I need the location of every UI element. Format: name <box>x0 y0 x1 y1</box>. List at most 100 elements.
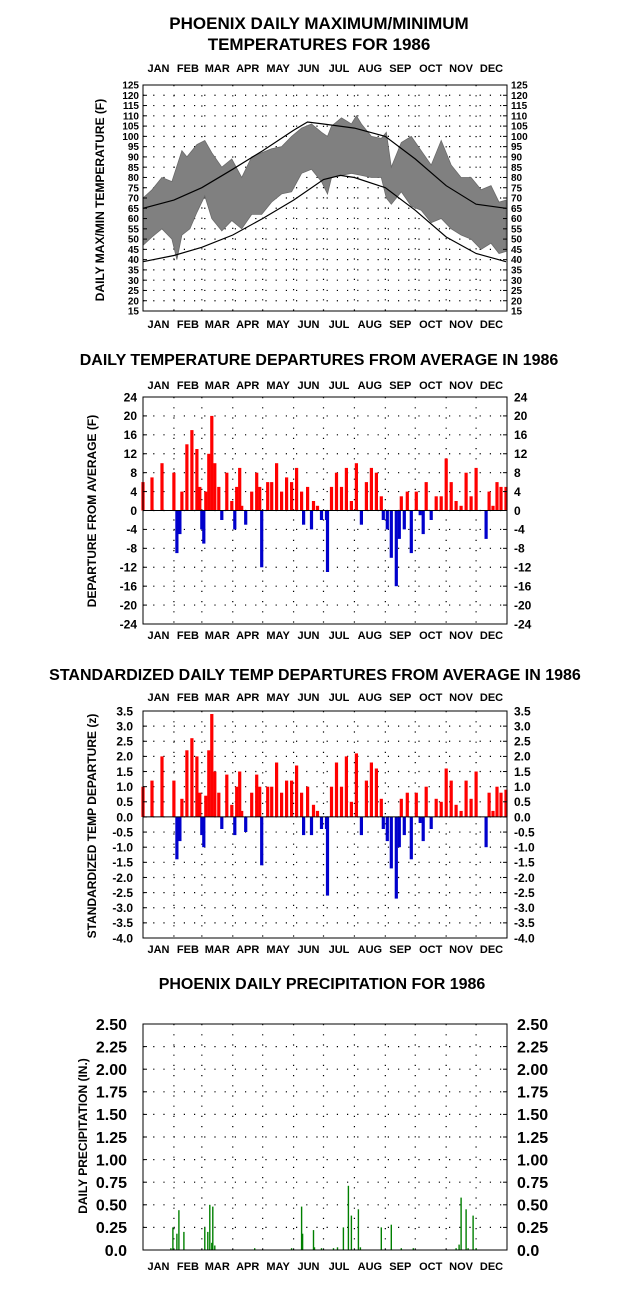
data-bar <box>220 510 224 520</box>
y-tick-label-right: 24 <box>514 390 528 404</box>
data-bar <box>325 816 330 896</box>
data-bar <box>315 505 320 511</box>
y-tick-label-left: -8 <box>126 542 137 556</box>
y-tick-label-right: 50 <box>511 235 523 246</box>
month-label-top: FEB <box>177 63 199 75</box>
data-bar <box>458 1244 460 1250</box>
data-bar <box>275 463 279 511</box>
data-bar <box>280 491 284 511</box>
data-bar <box>380 1227 382 1250</box>
data-bar <box>374 472 378 511</box>
data-bar <box>418 510 422 516</box>
month-label-top: JUL <box>329 692 350 704</box>
plot-frame <box>142 1023 508 1251</box>
data-bar <box>332 1248 335 1250</box>
y-tick-label-right: 125 <box>511 81 528 92</box>
data-bar <box>439 496 443 511</box>
data-bar <box>200 510 204 530</box>
month-label-bottom: OCT <box>419 1261 443 1273</box>
data-bar <box>329 486 334 511</box>
data-bar <box>313 1247 316 1250</box>
y-tick-label-left: 3.5 <box>116 704 133 718</box>
data-bar <box>311 804 316 817</box>
y-tick-label-left: 1.50 <box>96 1107 127 1124</box>
month-label-bottom: DEC <box>480 944 503 956</box>
data-bar <box>379 798 383 817</box>
data-bar <box>210 415 214 511</box>
y-tick-label-right: 35 <box>511 266 523 277</box>
y-tick-label-right: 2.25 <box>517 1039 548 1056</box>
data-bar <box>300 1206 303 1250</box>
month-label-top: SEP <box>389 63 411 75</box>
month-label-bottom: AUG <box>358 319 382 331</box>
data-bar <box>405 792 409 817</box>
data-bar <box>225 774 229 817</box>
y-tick-label-right: 40 <box>511 255 523 266</box>
data-bar <box>344 756 348 817</box>
data-bar <box>347 1185 350 1250</box>
data-bar <box>202 816 206 848</box>
data-bar <box>454 804 458 817</box>
month-label-top: JAN <box>147 380 169 392</box>
month-label-top: NOV <box>449 380 474 392</box>
data-bar <box>198 792 202 817</box>
y-tick-label-left: 0.5 <box>116 795 133 809</box>
data-bar <box>220 816 224 829</box>
y-tick-label-left: 12 <box>124 447 138 461</box>
month-label-top: JUL <box>329 380 350 392</box>
y-tick-label-left: 8 <box>130 466 137 480</box>
month-label-bottom: JUL <box>329 944 350 956</box>
month-label-top: MAY <box>266 692 290 704</box>
y-tick-label-right: 20 <box>511 296 523 307</box>
data-bar <box>329 786 334 817</box>
y-tick-label-right: -4 <box>514 523 525 537</box>
data-bar <box>185 750 189 817</box>
month-label-top: OCT <box>419 63 443 75</box>
panel-precip: PHOENIX DAILY PRECIPITATION FOR 1986 DAI… <box>76 976 548 1273</box>
data-bar <box>170 1248 172 1250</box>
y-tick-label-left: 16 <box>124 428 138 442</box>
data-bar <box>354 753 358 817</box>
y-tick-label-left: 0.25 <box>96 1220 127 1237</box>
data-bar <box>306 786 310 817</box>
y-tick-label-right: 30 <box>511 276 523 287</box>
month-label-top: MAR <box>205 63 230 75</box>
y-tick-label-left: 20 <box>128 296 140 307</box>
data-bar <box>504 486 508 511</box>
data-bar <box>495 786 499 817</box>
data-bar <box>424 482 428 511</box>
data-bar <box>230 804 234 817</box>
data-bar <box>258 486 262 511</box>
data-bar <box>400 1248 402 1250</box>
y-tick-label-left: 0.75 <box>96 1175 127 1192</box>
month-label-bottom: JAN <box>147 1261 169 1273</box>
data-bar <box>183 1231 185 1250</box>
data-bar <box>213 771 217 817</box>
month-label-bottom: MAR <box>205 1261 230 1273</box>
month-label-bottom: NOV <box>449 944 474 956</box>
data-bar <box>487 792 491 817</box>
y-tick-label-left: 100 <box>122 132 139 143</box>
y-tick-label-left: -2.5 <box>112 886 133 900</box>
data-bar <box>336 1247 339 1250</box>
y-tick-label-left: 65 <box>128 204 140 215</box>
data-bar <box>379 496 383 511</box>
y-tick-label-right: 95 <box>511 142 523 153</box>
month-label-bottom: FEB <box>177 1261 199 1273</box>
chart-title: PHOENIX DAILY PRECIPITATION FOR 1986 <box>159 976 486 993</box>
data-bar <box>344 467 348 511</box>
month-label-top: JUN <box>297 63 319 75</box>
y-tick-label-left: -24 <box>120 617 138 631</box>
month-label-bottom: APR <box>236 319 259 331</box>
data-bar <box>369 762 373 817</box>
month-label-top: MAY <box>266 380 290 392</box>
data-bar <box>359 816 363 836</box>
month-label-top: DEC <box>480 380 503 392</box>
y-tick-label-right: 1.75 <box>517 1085 548 1102</box>
data-bar <box>204 1227 206 1250</box>
data-bar <box>240 810 244 817</box>
data-bar <box>175 816 179 860</box>
y-tick-label-left: 4 <box>130 485 137 499</box>
data-bar <box>397 510 401 539</box>
month-label-bottom: JAN <box>147 319 169 331</box>
